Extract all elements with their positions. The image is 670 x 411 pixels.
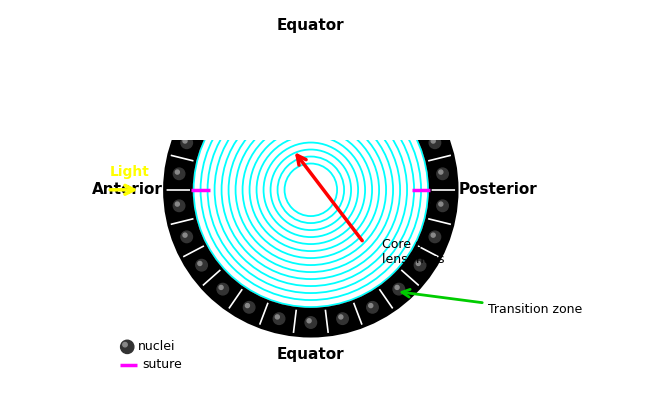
Circle shape [439,170,443,174]
Text: Transition zone: Transition zone [402,289,582,316]
Circle shape [123,342,127,347]
Circle shape [395,285,399,289]
Circle shape [192,70,430,309]
Circle shape [431,139,436,143]
Circle shape [219,87,223,91]
Text: Transition zone: Transition zone [0,410,1,411]
Circle shape [429,231,441,242]
Text: Light: Light [109,165,149,179]
Circle shape [366,67,379,78]
Circle shape [217,85,228,96]
Circle shape [437,200,448,212]
Text: Equator: Equator [277,18,344,33]
Circle shape [337,313,348,324]
Circle shape [275,57,279,61]
Circle shape [198,261,202,266]
Circle shape [307,319,311,323]
Circle shape [369,304,373,307]
Circle shape [174,200,185,212]
Circle shape [437,168,448,180]
Circle shape [416,111,420,115]
Circle shape [307,53,311,58]
Circle shape [183,139,187,143]
Circle shape [165,44,457,336]
Circle shape [245,69,249,73]
Circle shape [439,202,443,206]
Circle shape [181,137,192,148]
Circle shape [273,55,285,67]
Circle shape [416,261,420,266]
Circle shape [243,302,255,313]
Circle shape [414,109,426,120]
Circle shape [339,315,343,319]
Circle shape [305,317,316,328]
Circle shape [245,304,249,307]
Circle shape [305,51,316,63]
Text: suture: suture [142,358,182,371]
Circle shape [429,137,441,148]
Circle shape [393,284,405,295]
Text: Anterior: Anterior [92,182,163,197]
Circle shape [369,69,373,73]
Circle shape [121,340,134,353]
Circle shape [165,44,457,336]
Circle shape [395,87,399,91]
Text: Equator: Equator [277,347,344,362]
Circle shape [217,284,228,295]
Text: Posterior: Posterior [459,182,538,197]
Text: Core of
lens mass: Core of lens mass [382,238,444,266]
Circle shape [181,231,192,242]
Circle shape [198,111,202,115]
Circle shape [273,313,285,324]
Circle shape [243,67,255,78]
Circle shape [176,202,180,206]
Circle shape [366,302,379,313]
Circle shape [275,315,279,319]
Text: nuclei: nuclei [137,340,175,353]
Circle shape [393,85,405,96]
Circle shape [196,109,207,120]
Circle shape [196,259,207,271]
Circle shape [174,168,185,180]
Circle shape [414,259,426,271]
Circle shape [337,55,348,67]
Circle shape [219,285,223,289]
Circle shape [431,233,436,237]
Circle shape [176,170,180,174]
Circle shape [183,233,187,237]
Circle shape [339,57,343,61]
